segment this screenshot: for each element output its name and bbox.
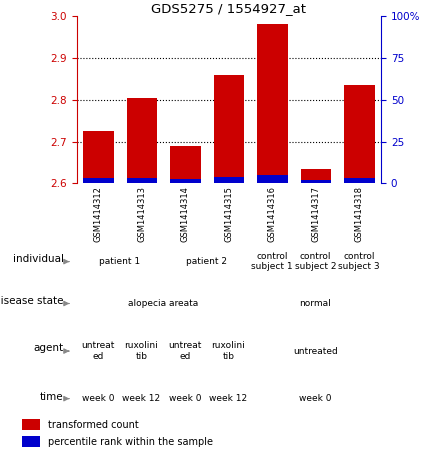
Text: patient 2: patient 2	[186, 257, 227, 266]
Text: GSM1414317: GSM1414317	[311, 186, 320, 242]
Bar	[127, 97, 157, 183]
Bar	[214, 177, 244, 183]
Text: alopecia areata: alopecia areata	[128, 299, 198, 308]
Text: patient 1: patient 1	[99, 257, 140, 266]
Bar	[257, 175, 288, 183]
Bar	[83, 178, 113, 183]
Text: untreated: untreated	[293, 347, 338, 356]
Text: control
subject 3: control subject 3	[338, 252, 380, 271]
Bar	[300, 169, 331, 183]
Text: normal: normal	[300, 299, 331, 308]
Text: ruxolini
tib: ruxolini tib	[212, 342, 245, 361]
Text: GSM1414314: GSM1414314	[181, 186, 190, 242]
Bar	[170, 146, 201, 183]
Bar	[214, 75, 244, 183]
Text: GSM1414313: GSM1414313	[138, 186, 146, 242]
Bar	[170, 179, 201, 183]
Text: individual: individual	[13, 255, 64, 265]
Bar	[22, 419, 39, 430]
Text: agent: agent	[33, 343, 64, 353]
Text: week 12: week 12	[209, 394, 247, 403]
Text: week 0: week 0	[82, 394, 114, 403]
Bar	[257, 24, 288, 183]
Text: control
subject 1: control subject 1	[251, 252, 293, 271]
Text: week 12: week 12	[122, 394, 160, 403]
Bar	[22, 436, 39, 447]
Bar	[344, 85, 374, 183]
Text: untreat
ed: untreat ed	[168, 342, 201, 361]
Text: disease state: disease state	[0, 296, 64, 307]
Bar	[300, 180, 331, 183]
Text: control
subject 2: control subject 2	[295, 252, 336, 271]
Bar	[127, 178, 157, 183]
Text: GSM1414315: GSM1414315	[224, 186, 233, 242]
Bar	[83, 131, 113, 183]
Text: ruxolini
tib: ruxolini tib	[124, 342, 158, 361]
Text: percentile rank within the sample: percentile rank within the sample	[48, 437, 212, 447]
Bar	[344, 178, 374, 183]
Text: week 0: week 0	[299, 394, 332, 403]
Title: GDS5275 / 1554927_at: GDS5275 / 1554927_at	[152, 2, 306, 14]
Text: week 0: week 0	[169, 394, 201, 403]
Text: untreat
ed: untreat ed	[81, 342, 115, 361]
Text: GSM1414318: GSM1414318	[355, 186, 364, 242]
Text: GSM1414312: GSM1414312	[94, 186, 103, 242]
Text: time: time	[40, 391, 64, 402]
Text: transformed count: transformed count	[48, 420, 138, 430]
Text: GSM1414316: GSM1414316	[268, 186, 277, 242]
